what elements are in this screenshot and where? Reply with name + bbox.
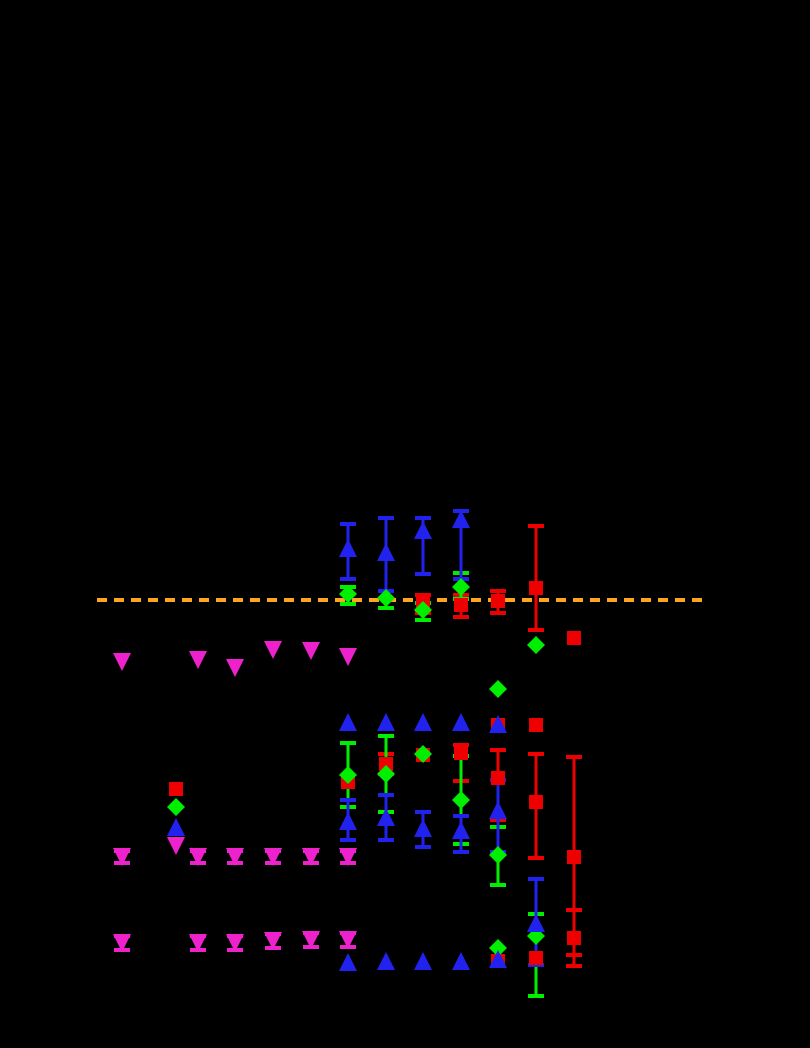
marker-triangle-up [339, 539, 357, 557]
marker-triangle-down [226, 659, 244, 677]
marker-triangle-down [189, 651, 207, 669]
marker-triangle-down [226, 934, 244, 952]
marker-triangle-up [377, 543, 395, 561]
marker-triangle-down [189, 848, 207, 866]
marker-triangle-up [414, 819, 432, 837]
marker-triangle-up [452, 821, 470, 839]
marker-square [379, 757, 393, 771]
marker-triangle-up [377, 808, 395, 826]
marker-triangle-up [167, 818, 185, 836]
marker-triangle-up [452, 952, 470, 970]
marker-square [529, 581, 543, 595]
marker-triangle-up [527, 914, 545, 932]
marker-triangle-down [264, 641, 282, 659]
marker-square [529, 951, 543, 965]
marker-triangle-down [264, 932, 282, 950]
marker-triangle-down [302, 642, 320, 660]
marker-triangle-down [113, 934, 131, 952]
marker-triangle-up [377, 713, 395, 731]
marker-triangle-down [302, 848, 320, 866]
marker-diamond [489, 680, 507, 698]
marker-diamond [414, 601, 432, 619]
marker-square [454, 598, 468, 612]
marker-square [567, 850, 581, 864]
marker-triangle-down [339, 648, 357, 666]
marker-square [529, 718, 543, 732]
marker-triangle-up [452, 510, 470, 528]
marker-triangle-up [414, 952, 432, 970]
marker-triangle-down [189, 934, 207, 952]
marker-triangle-up [489, 950, 507, 968]
marker-triangle-down [113, 848, 131, 866]
marker-triangle-up [414, 521, 432, 539]
marker-diamond [339, 585, 357, 603]
marker-square [169, 782, 183, 796]
marker-triangle-down [226, 848, 244, 866]
marker-diamond [377, 589, 395, 607]
marker-diamond [414, 745, 432, 763]
marker-triangle-down [339, 931, 357, 949]
marker-diamond [452, 578, 470, 596]
marker-triangle-up [339, 713, 357, 731]
marker-triangle-up [489, 801, 507, 819]
marker-square [491, 594, 505, 608]
marker-square [567, 931, 581, 945]
marker-triangle-down [339, 848, 357, 866]
marker-triangle-down [167, 837, 185, 855]
errorbar-red-square-series [528, 524, 544, 632]
marker-triangle-down [113, 653, 131, 671]
marker-triangle-down [302, 931, 320, 949]
marker-diamond [452, 791, 470, 809]
marker-triangle-up [377, 952, 395, 970]
marker-diamond [339, 766, 357, 784]
marker-diamond [527, 636, 545, 654]
marker-triangle-up [489, 715, 507, 733]
marker-triangle-up [339, 812, 357, 830]
marker-triangle-down [264, 848, 282, 866]
marker-square [567, 631, 581, 645]
marker-diamond [489, 939, 507, 957]
marker-diamond [167, 798, 185, 816]
marker-layer [113, 510, 581, 971]
marker-diamond [489, 846, 507, 864]
marker-square [454, 746, 468, 760]
marker-triangle-up [414, 713, 432, 731]
marker-triangle-up [339, 953, 357, 971]
marker-square [529, 795, 543, 809]
marker-diamond [377, 765, 395, 783]
marker-triangle-up [452, 713, 470, 731]
marker-square [491, 771, 505, 785]
